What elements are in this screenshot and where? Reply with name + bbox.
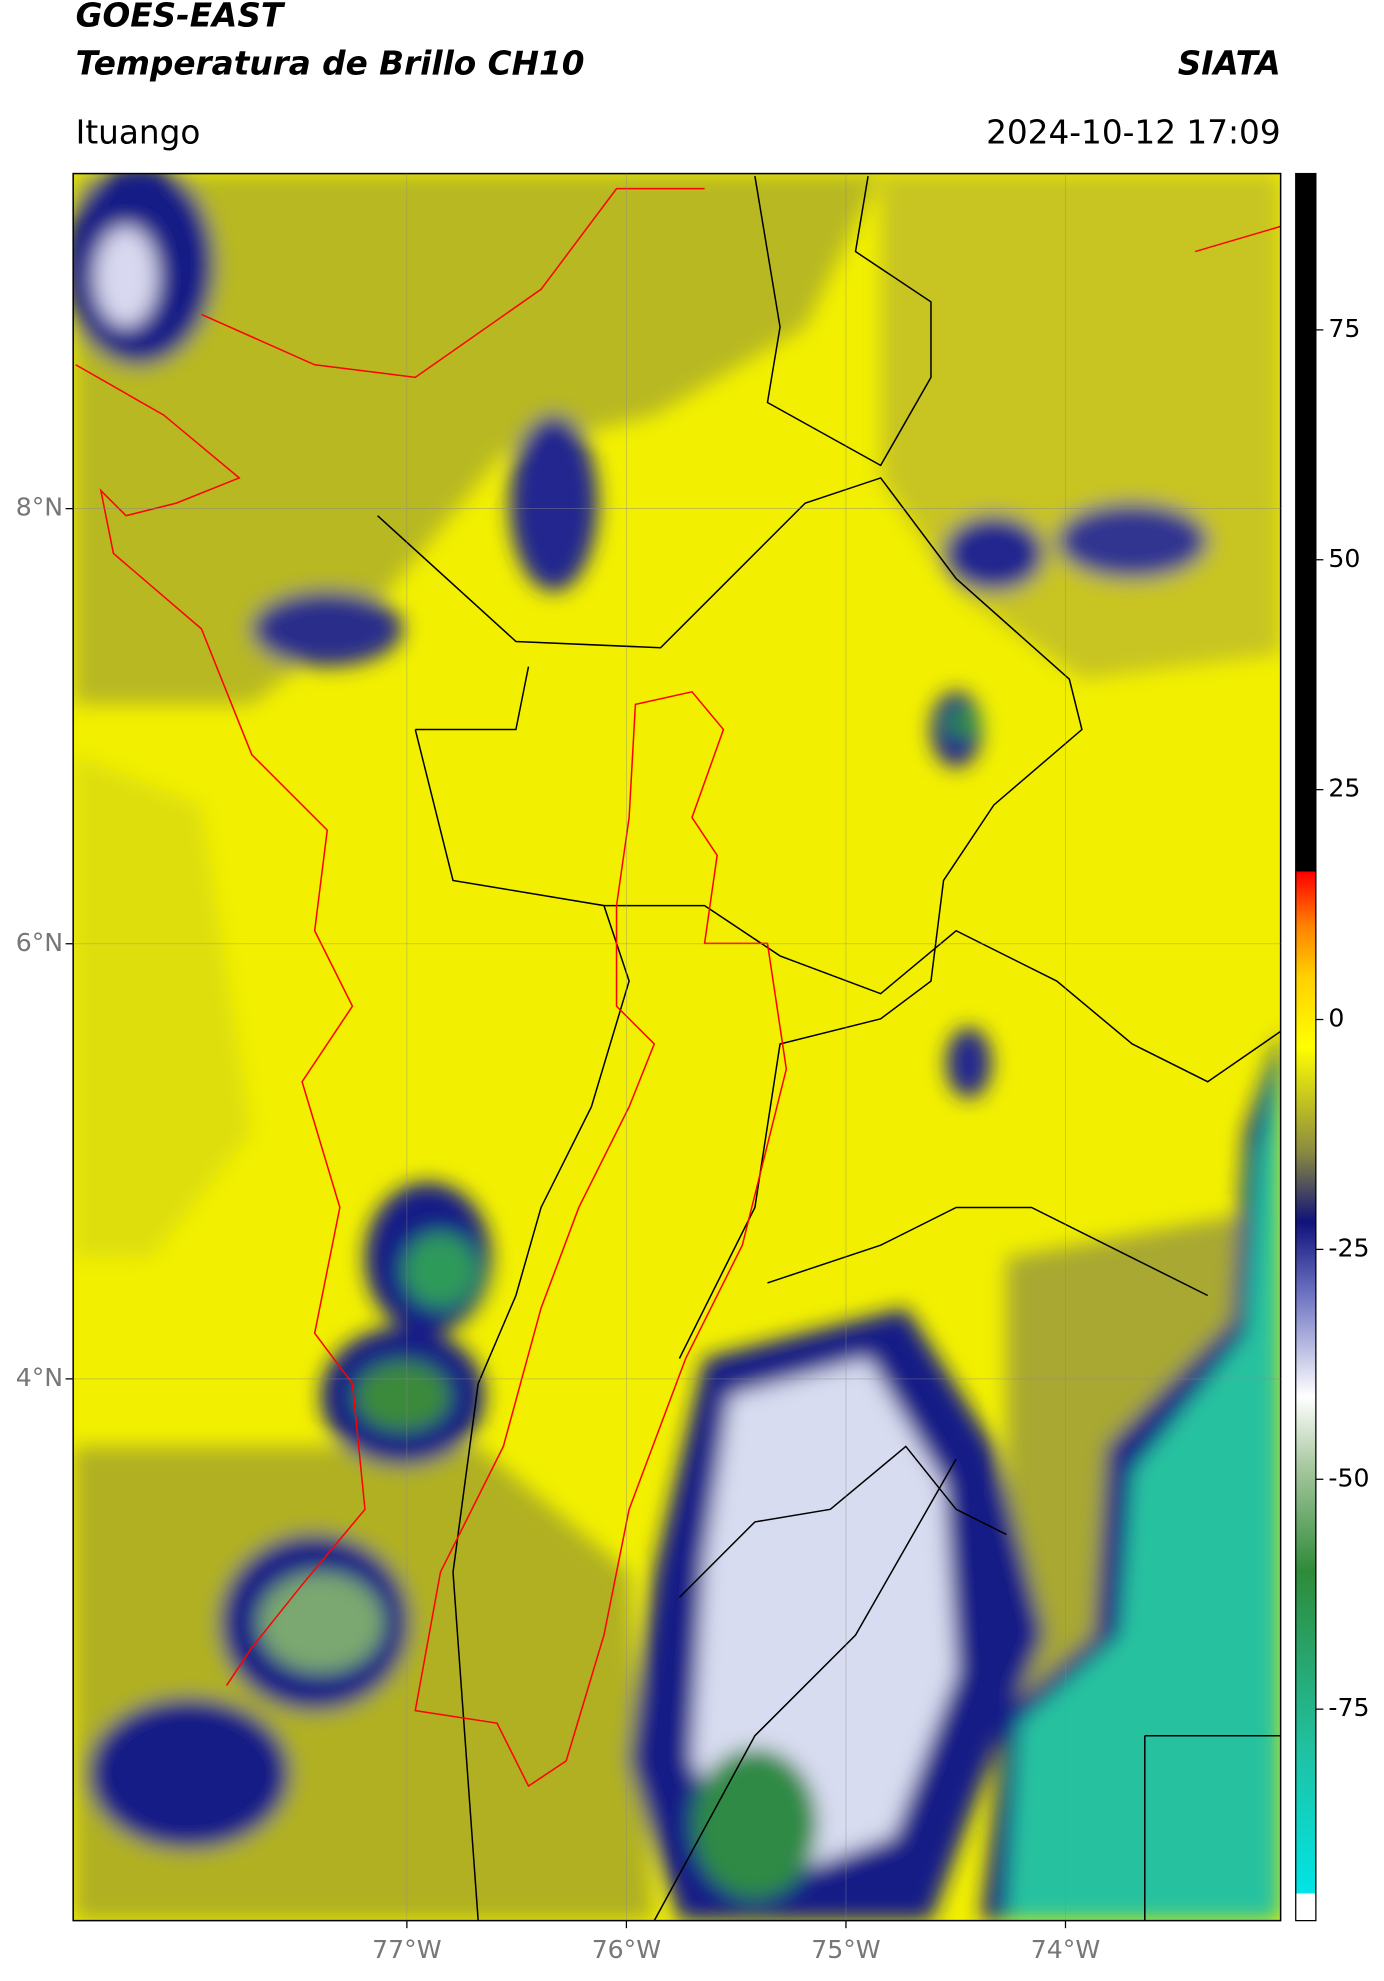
x-tick-label: 77°W: [372, 1935, 442, 1964]
x-tick-label: 75°W: [811, 1935, 881, 1964]
colorbar-tick-label: 0: [1328, 1004, 1344, 1033]
colorbar: [1295, 172, 1317, 1922]
y-tick-label: 6°N: [16, 928, 63, 957]
map-frame: [72, 172, 1282, 1922]
x-tick-label: 74°W: [1031, 1935, 1101, 1964]
location: Ituango: [76, 114, 201, 152]
map-image: [73, 173, 1281, 1921]
colorbar-tick-label: -50: [1328, 1463, 1369, 1492]
datetime: 2024-10-12 17:09: [986, 114, 1281, 152]
colorbar-tick-label: 50: [1328, 544, 1360, 573]
colorbar-tick-label: 25: [1328, 774, 1360, 803]
source: SIATA: [1178, 44, 1281, 82]
y-tick-label: 8°N: [16, 493, 63, 522]
colorbar-tick-label: -75: [1328, 1693, 1369, 1722]
colorbar-tick-label: 75: [1328, 314, 1360, 343]
colorbar-tick-label: -25: [1328, 1233, 1369, 1262]
y-tick-label: 4°N: [16, 1363, 63, 1392]
x-tick-label: 76°W: [592, 1935, 662, 1964]
subtitle: Temperatura de Brillo CH10: [76, 44, 585, 82]
title: GOES-EAST: [76, 0, 286, 35]
